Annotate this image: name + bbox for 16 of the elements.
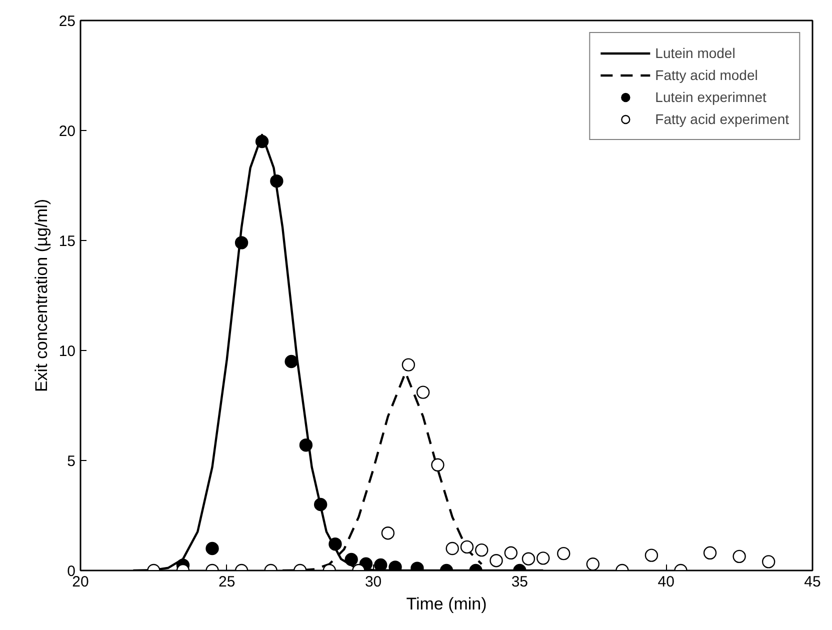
y-tick-label: 10 bbox=[58, 343, 76, 360]
y-axis-title: Exit concentration (µg/ml) bbox=[32, 198, 51, 392]
legend-label: Fatty acid model bbox=[655, 67, 758, 83]
legend-label: Fatty acid experiment bbox=[655, 111, 789, 127]
x-tick-label: 45 bbox=[804, 574, 821, 590]
x-axis-title: Time (min) bbox=[406, 594, 487, 614]
x-tick-label: 35 bbox=[511, 574, 528, 590]
legend-label: Lutein experimnet bbox=[655, 89, 766, 105]
x-tick-label: 25 bbox=[218, 574, 236, 590]
x-tick-label: 40 bbox=[658, 574, 674, 590]
y-tick-label: 5 bbox=[67, 453, 76, 470]
y-tick-label: 20 bbox=[58, 123, 76, 140]
y-tick-label: 25 bbox=[58, 13, 76, 30]
legend-label: Lutein model bbox=[655, 45, 736, 61]
y-tick-label: 15 bbox=[58, 233, 76, 250]
x-tick-label: 30 bbox=[364, 574, 382, 590]
